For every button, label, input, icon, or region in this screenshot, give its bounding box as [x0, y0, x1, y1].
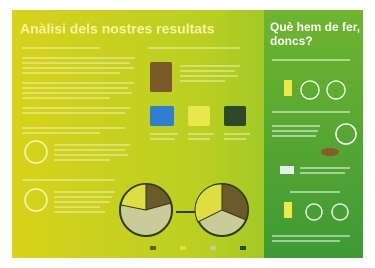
main-title: Anàlisi dels nostres resultats [20, 21, 215, 37]
decoration [284, 80, 292, 96]
decoration [188, 106, 210, 126]
page: {"header": {"title": "Anàlisi dels nostr… [0, 0, 375, 268]
decoration [150, 106, 174, 126]
sidebar-title: Què hem de fer, [270, 20, 360, 34]
pie-left [120, 184, 172, 236]
decoration [284, 202, 292, 218]
decoration [321, 148, 339, 156]
decoration [224, 106, 246, 126]
decoration [150, 246, 156, 250]
decoration [280, 166, 294, 174]
infographic: Anàlisi dels nostres resultats Què hem d… [0, 0, 375, 268]
pie-right [195, 184, 248, 236]
sidebar-title: doncs? [270, 34, 313, 48]
decoration [180, 246, 186, 250]
decoration [210, 246, 216, 250]
decoration [240, 246, 246, 250]
decoration [150, 62, 172, 92]
